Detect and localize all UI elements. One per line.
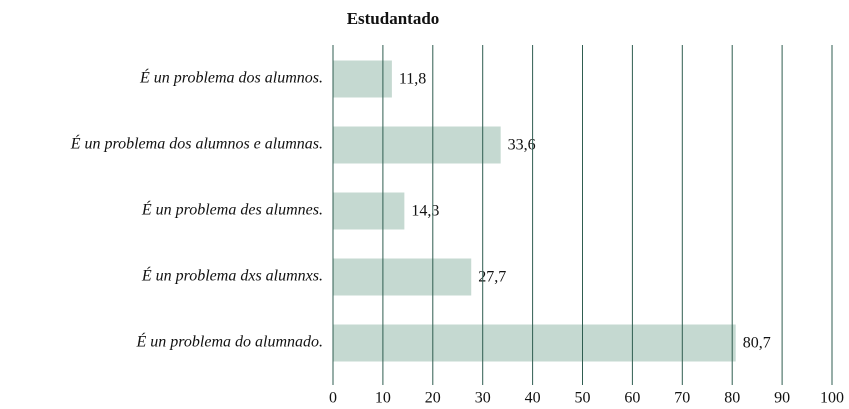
bar bbox=[333, 60, 392, 98]
x-tick-label: 50 bbox=[575, 390, 591, 407]
x-tick-label: 80 bbox=[724, 390, 740, 407]
value-label: 33,6 bbox=[508, 137, 536, 154]
x-tick-label: 60 bbox=[624, 390, 640, 407]
category-label: É un problema des alumnes. bbox=[141, 200, 323, 219]
bar bbox=[333, 324, 736, 362]
value-label: 27,7 bbox=[478, 269, 506, 286]
category-label: É un problema dos alumnos. bbox=[139, 68, 323, 87]
x-tick-label: 30 bbox=[475, 390, 491, 407]
chart-title: Estudantado bbox=[347, 9, 440, 28]
bar bbox=[333, 192, 405, 230]
value-label: 11,8 bbox=[399, 71, 426, 88]
x-tick-label: 70 bbox=[674, 390, 690, 407]
x-tick-label: 100 bbox=[820, 390, 844, 407]
bar bbox=[333, 258, 472, 296]
value-label: 14,3 bbox=[411, 203, 439, 220]
category-label: É un problema dxs alumnxs. bbox=[141, 266, 323, 285]
bar bbox=[333, 126, 501, 164]
x-tick-label: 20 bbox=[425, 390, 441, 407]
x-tick-label: 90 bbox=[774, 390, 790, 407]
x-tick-label: 0 bbox=[329, 390, 337, 407]
x-tick-label: 10 bbox=[375, 390, 391, 407]
category-label: É un problema dos alumnos e alumnas. bbox=[70, 134, 323, 153]
value-label: 80,7 bbox=[743, 335, 771, 352]
x-tick-label: 40 bbox=[525, 390, 541, 407]
category-label: É un problema do alumnado. bbox=[135, 332, 323, 351]
